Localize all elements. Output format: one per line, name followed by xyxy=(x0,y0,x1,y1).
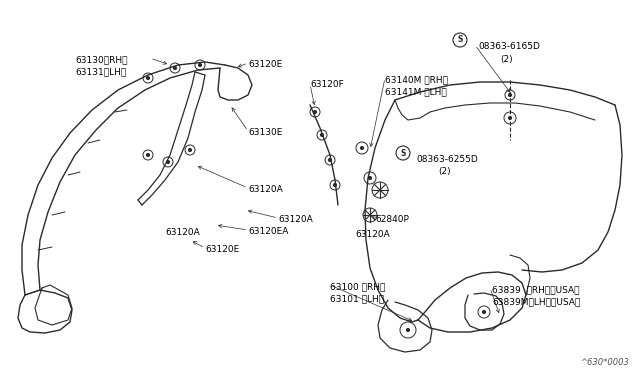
Text: 63130〈RH〉: 63130〈RH〉 xyxy=(75,55,127,64)
Text: 08363-6165D: 08363-6165D xyxy=(478,42,540,51)
Circle shape xyxy=(328,158,332,161)
Text: 63120A: 63120A xyxy=(248,185,283,194)
Circle shape xyxy=(314,110,317,113)
Text: S: S xyxy=(400,148,406,157)
Text: 62840P: 62840P xyxy=(375,215,409,224)
Circle shape xyxy=(360,147,364,150)
Circle shape xyxy=(483,311,486,314)
Text: 63100 〈RH〉: 63100 〈RH〉 xyxy=(330,282,385,291)
Text: 63130E: 63130E xyxy=(248,128,282,137)
Circle shape xyxy=(198,64,202,67)
Text: 63839M〈LH〉〈USA〉: 63839M〈LH〉〈USA〉 xyxy=(492,297,580,306)
Text: 63120A: 63120A xyxy=(165,228,200,237)
Text: 63120F: 63120F xyxy=(310,80,344,89)
Text: S: S xyxy=(458,35,463,45)
Circle shape xyxy=(166,160,170,164)
Text: 63120A: 63120A xyxy=(278,215,313,224)
Circle shape xyxy=(509,116,511,119)
Circle shape xyxy=(147,77,150,80)
Circle shape xyxy=(321,134,323,137)
Circle shape xyxy=(406,328,410,331)
Circle shape xyxy=(369,176,371,180)
Text: 63131〈LH〉: 63131〈LH〉 xyxy=(75,67,126,76)
Text: 63140M 〈RH〉: 63140M 〈RH〉 xyxy=(385,75,448,84)
Circle shape xyxy=(509,93,511,96)
Text: (2): (2) xyxy=(438,167,451,176)
Text: 63120E: 63120E xyxy=(248,60,282,69)
Circle shape xyxy=(147,154,150,157)
Text: 63839  〈RH〉〈USA〉: 63839 〈RH〉〈USA〉 xyxy=(492,285,579,294)
Text: 63120EA: 63120EA xyxy=(248,227,289,236)
Text: 63141M 〈LH〉: 63141M 〈LH〉 xyxy=(385,87,447,96)
Circle shape xyxy=(173,67,177,70)
Circle shape xyxy=(189,148,191,151)
Text: (2): (2) xyxy=(500,55,513,64)
Text: ^630*0003: ^630*0003 xyxy=(580,358,629,367)
Text: 63120E: 63120E xyxy=(205,245,239,254)
Text: 08363-6255D: 08363-6255D xyxy=(416,155,477,164)
Text: 63120A: 63120A xyxy=(355,230,390,239)
Circle shape xyxy=(333,183,337,186)
Text: 63101 〈LH〉: 63101 〈LH〉 xyxy=(330,294,384,303)
